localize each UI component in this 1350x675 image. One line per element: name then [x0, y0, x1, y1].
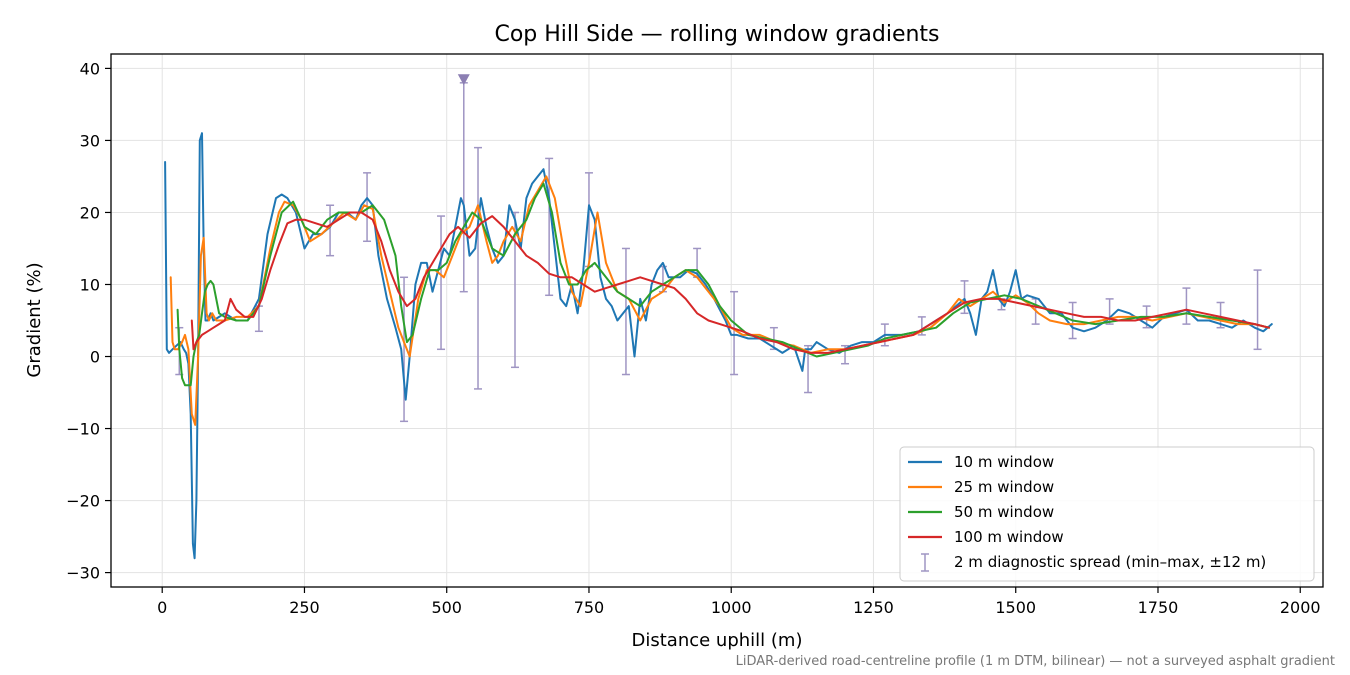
legend-label-25m: 25 m window: [954, 478, 1054, 496]
error-bar: [1253, 269, 1262, 351]
footnote: LiDAR-derived road-centreline profile (1…: [736, 654, 1335, 669]
legend-box: [899, 446, 1315, 582]
x-axis-label: Distance uphill (m): [632, 630, 803, 651]
error-bar: [960, 280, 969, 315]
error-bar: [730, 290, 739, 376]
x-tick-label: 0: [157, 598, 167, 617]
x-tick-label: 500: [431, 598, 462, 617]
chart-title: Cop Hill Side — rolling window gradients: [494, 22, 939, 47]
x-tick-label: 250: [289, 598, 320, 617]
y-tick-label: 30: [80, 131, 100, 150]
legend: 10 m window 25 m window 50 m window 100 …: [899, 446, 1315, 582]
series-50m-line: [176, 182, 1270, 387]
plot-frame: [110, 53, 1324, 588]
x-tick-label: 750: [574, 598, 605, 617]
y-tick-label: 10: [80, 275, 100, 294]
legend-label-errorbar: 2 m diagnostic spread (min–max, ±12 m): [954, 553, 1266, 571]
y-axis-ticks: −30 −20 −10 0 10 20 30 40: [66, 59, 111, 583]
y-tick-label: −10: [66, 420, 100, 439]
y-tick-label: −30: [66, 564, 100, 583]
legend-swatch-errorbar: [921, 553, 929, 572]
legend-label-50m: 50 m window: [954, 503, 1054, 521]
x-axis-ticks: 0 250 500 750 1000 1250 1500 1750 2000: [157, 587, 1321, 617]
error-bar: [437, 215, 446, 351]
series-100m-line: [190, 211, 1270, 354]
error-bar-clip-marker: [457, 74, 470, 86]
error-bar: [474, 146, 483, 390]
legend-label-10m: 10 m window: [954, 453, 1054, 471]
y-tick-label: −20: [66, 492, 100, 511]
y-axis-label: Gradient (%): [24, 262, 45, 377]
y-tick-label: 40: [80, 59, 100, 78]
series-layer: [164, 132, 1273, 560]
error-bar: [621, 247, 630, 376]
error-bar: [326, 204, 335, 257]
y-tick-label: 0: [90, 348, 100, 367]
x-tick-label: 1750: [1138, 598, 1179, 617]
x-tick-label: 1250: [853, 598, 894, 617]
x-tick-label: 2000: [1280, 598, 1321, 617]
error-bar: [1182, 287, 1191, 325]
y-tick-label: 20: [80, 203, 100, 222]
x-tick-label: 1000: [711, 598, 752, 617]
legend-label-100m: 100 m window: [954, 528, 1064, 546]
x-tick-label: 1500: [995, 598, 1036, 617]
series-10m-line: [164, 132, 1273, 560]
error-bar: [1105, 298, 1114, 325]
